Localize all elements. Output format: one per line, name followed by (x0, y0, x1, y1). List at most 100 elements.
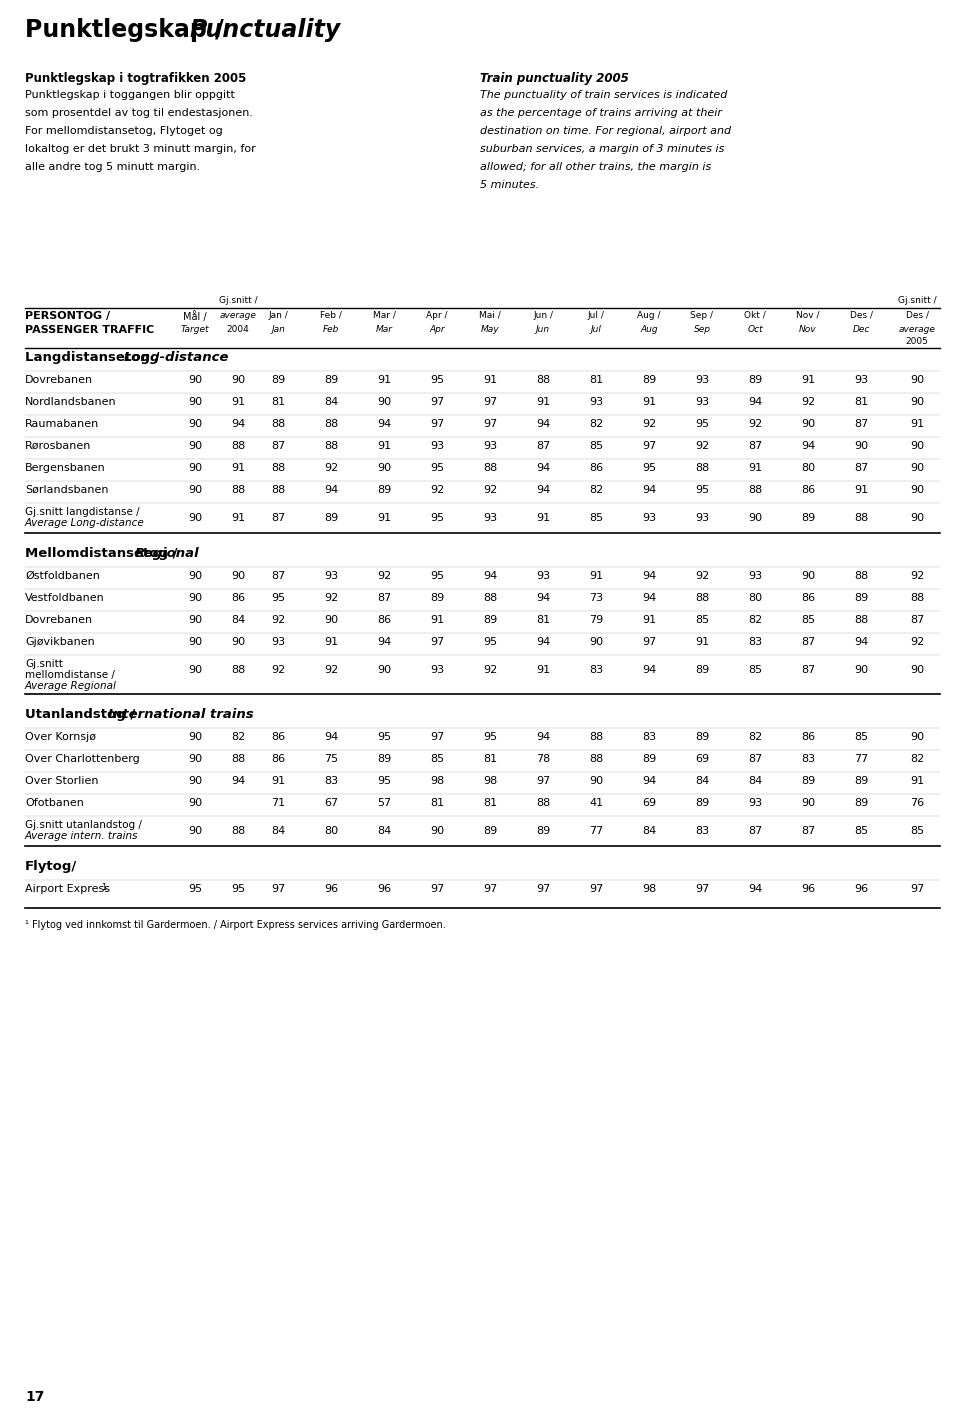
Text: 94: 94 (748, 396, 762, 406)
Text: 69: 69 (695, 755, 709, 765)
Text: 91: 91 (536, 514, 550, 523)
Text: 91: 91 (854, 485, 868, 495)
Text: 67: 67 (324, 799, 338, 809)
Text: 88: 88 (483, 593, 497, 602)
Text: 87: 87 (748, 827, 762, 837)
Text: 2005: 2005 (905, 337, 928, 346)
Text: Punktlegskap /: Punktlegskap / (25, 18, 232, 42)
Text: 88: 88 (536, 799, 550, 809)
Text: 89: 89 (642, 755, 656, 765)
Text: 88: 88 (483, 463, 497, 473)
Text: 94: 94 (801, 442, 815, 452)
Text: 90: 90 (188, 732, 202, 742)
Text: 86: 86 (801, 485, 815, 495)
Text: Flytog/: Flytog/ (25, 861, 77, 873)
Text: 84: 84 (642, 827, 656, 837)
Text: Langdistansetog /: Langdistansetog / (25, 351, 164, 364)
Text: 90: 90 (188, 776, 202, 786)
Text: 95: 95 (642, 463, 656, 473)
Text: 90: 90 (430, 827, 444, 837)
Text: 90: 90 (801, 799, 815, 809)
Text: 87: 87 (536, 442, 550, 452)
Text: 92: 92 (324, 463, 338, 473)
Text: 81: 81 (271, 396, 285, 406)
Text: 69: 69 (642, 799, 656, 809)
Text: Average Regional: Average Regional (25, 682, 117, 691)
Text: average: average (220, 310, 256, 320)
Text: 90: 90 (188, 665, 202, 676)
Text: 96: 96 (324, 885, 338, 895)
Text: 85: 85 (588, 442, 603, 452)
Text: 89: 89 (853, 776, 868, 786)
Text: 88: 88 (230, 827, 245, 837)
Text: 94: 94 (642, 571, 656, 581)
Text: 94: 94 (377, 638, 391, 648)
Text: 94: 94 (536, 463, 550, 473)
Text: 89: 89 (853, 593, 868, 602)
Text: Apr /: Apr / (426, 310, 447, 320)
Text: 92: 92 (748, 419, 762, 429)
Text: 85: 85 (430, 755, 444, 765)
Text: 84: 84 (324, 396, 338, 406)
Text: 85: 85 (801, 615, 815, 625)
Text: destination on time. For regional, airport and: destination on time. For regional, airpo… (480, 126, 732, 135)
Text: 96: 96 (377, 885, 391, 895)
Text: 87: 87 (910, 615, 924, 625)
Text: 93: 93 (483, 442, 497, 452)
Text: 90: 90 (324, 615, 338, 625)
Text: 95: 95 (430, 463, 444, 473)
Text: Mål /: Mål / (183, 310, 206, 322)
Text: 5 minutes.: 5 minutes. (480, 181, 540, 190)
Text: 92: 92 (910, 571, 924, 581)
Text: 87: 87 (271, 571, 285, 581)
Text: 92: 92 (695, 442, 709, 452)
Text: 93: 93 (430, 442, 444, 452)
Text: 94: 94 (324, 732, 338, 742)
Text: 92: 92 (377, 571, 391, 581)
Text: suburban services, a margin of 3 minutes is: suburban services, a margin of 3 minutes… (480, 144, 725, 154)
Text: 94: 94 (853, 638, 868, 648)
Text: 91: 91 (642, 396, 656, 406)
Text: Okt /: Okt / (744, 310, 766, 320)
Text: 97: 97 (430, 638, 444, 648)
Text: 90: 90 (854, 665, 868, 676)
Text: 97: 97 (271, 885, 285, 895)
Text: 84: 84 (230, 615, 245, 625)
Text: PASSENGER TRAFFIC: PASSENGER TRAFFIC (25, 325, 155, 334)
Text: 96: 96 (854, 885, 868, 895)
Text: 97: 97 (430, 885, 444, 895)
Text: Gjøvikbanen: Gjøvikbanen (25, 638, 95, 648)
Text: Dovrebanen: Dovrebanen (25, 615, 93, 625)
Text: 88: 88 (324, 442, 338, 452)
Text: 98: 98 (483, 776, 497, 786)
Text: 89: 89 (377, 485, 391, 495)
Text: Dec: Dec (852, 325, 870, 334)
Text: Gj.snitt /: Gj.snitt / (219, 296, 257, 305)
Text: 90: 90 (377, 665, 391, 676)
Text: 97: 97 (483, 885, 497, 895)
Text: 90: 90 (231, 375, 245, 385)
Text: lokaltog er det brukt 3 minutt margin, for: lokaltog er det brukt 3 minutt margin, f… (25, 144, 255, 154)
Text: 94: 94 (748, 885, 762, 895)
Text: 88: 88 (324, 419, 338, 429)
Text: 81: 81 (536, 615, 550, 625)
Text: allowed; for all other trains, the margin is: allowed; for all other trains, the margi… (480, 162, 711, 172)
Text: 83: 83 (324, 776, 338, 786)
Text: 89: 89 (377, 755, 391, 765)
Text: Østfoldbanen: Østfoldbanen (25, 571, 100, 581)
Text: 83: 83 (588, 665, 603, 676)
Text: Jun: Jun (536, 325, 550, 334)
Text: Target: Target (180, 325, 209, 334)
Text: 87: 87 (271, 442, 285, 452)
Text: Gj.snitt /: Gj.snitt / (898, 296, 936, 305)
Text: 91: 91 (271, 776, 285, 786)
Text: 88: 88 (588, 732, 603, 742)
Text: 83: 83 (642, 732, 656, 742)
Text: 97: 97 (910, 885, 924, 895)
Text: PERSONTOG /: PERSONTOG / (25, 310, 110, 320)
Text: 89: 89 (695, 799, 709, 809)
Text: 90: 90 (854, 442, 868, 452)
Text: Feb /: Feb / (320, 310, 342, 320)
Text: The punctuality of train services is indicated: The punctuality of train services is ind… (480, 90, 728, 100)
Text: 82: 82 (748, 732, 762, 742)
